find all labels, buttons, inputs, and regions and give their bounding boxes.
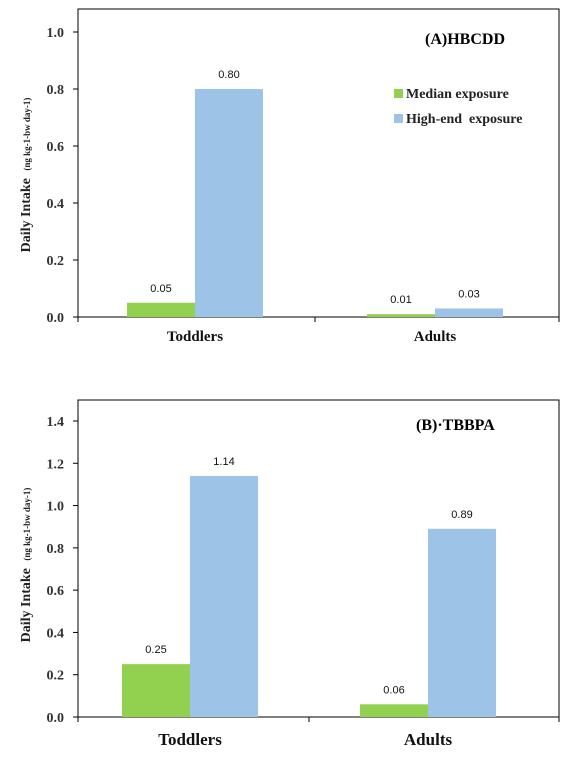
- y-tick-label: 0.4: [47, 197, 65, 212]
- y-tick-label: 0.4: [47, 626, 65, 641]
- y-tick-label: 0.2: [47, 254, 65, 269]
- y-tick-label: 0.6: [47, 584, 65, 599]
- legend: Median exposure High-end exposure: [394, 87, 522, 127]
- data-label: 0.05: [150, 283, 171, 295]
- data-label: 1.14: [213, 456, 234, 468]
- data-label: 0.03: [458, 288, 479, 300]
- chart-panel-a: (A)HBCDD Daily Intake (ng kg-1-bw day-1)…: [19, 8, 560, 345]
- y-tick-label: 1.2: [47, 457, 65, 472]
- y-tick-label: 0.0: [47, 711, 65, 726]
- x-category-label: Toddlers: [167, 329, 223, 345]
- y-tick-label: 1.0: [47, 500, 65, 515]
- x-category-label: Toddlers: [158, 730, 222, 749]
- data-label: 0.06: [383, 684, 404, 696]
- y-tick-label: 0.6: [47, 140, 65, 155]
- y-tick-label: 0.8: [47, 83, 65, 98]
- y-tick-label: 0.0: [47, 311, 65, 326]
- legend-swatch-median: [394, 89, 403, 98]
- bar: [428, 528, 496, 717]
- y-axis-label-units: (ng kg-1-bw day-1): [22, 488, 32, 561]
- y-tick-label: 0.8: [47, 542, 65, 557]
- chart-panel-b: (B)·TBBPA Daily Intake (ng kg-1-bw day-1…: [19, 399, 560, 749]
- y-axis-label-main: Daily Intake: [19, 178, 34, 252]
- chart-title: (B)·TBBPA: [416, 417, 495, 434]
- bar: [122, 664, 190, 717]
- plot-frame: [77, 8, 560, 318]
- y-tick-label: 1.4: [47, 415, 65, 430]
- bar: [195, 89, 263, 317]
- chart-title: (A)HBCDD: [425, 31, 505, 48]
- legend-swatch-high-end: [394, 114, 403, 123]
- bar: [435, 308, 503, 317]
- y-tick-label: 1.0: [47, 26, 65, 41]
- x-category-label: Adults: [404, 730, 453, 749]
- bar: [360, 704, 428, 717]
- data-label: 0.01: [390, 294, 411, 306]
- data-label: 0.89: [451, 509, 472, 521]
- y-axis-label: Daily Intake (ng kg-1-bw day-1): [19, 488, 34, 643]
- legend-label-high-end: High-end exposure: [406, 112, 522, 127]
- y-tick-label: 0.2: [47, 669, 65, 684]
- y-axis-label-main: Daily Intake: [19, 568, 34, 642]
- x-category-label: Adults: [414, 329, 457, 345]
- y-axis-label: Daily Intake (ng kg-1-bw day-1): [19, 98, 34, 253]
- bar: [127, 302, 195, 317]
- bar: [367, 314, 435, 317]
- data-label: 0.80: [218, 69, 239, 81]
- legend-label-median: Median exposure: [406, 87, 509, 102]
- plot-frame: [77, 399, 560, 718]
- bar: [190, 475, 258, 717]
- data-label: 0.25: [145, 644, 166, 656]
- y-axis-label-units: (ng kg-1-bw day-1): [22, 98, 32, 171]
